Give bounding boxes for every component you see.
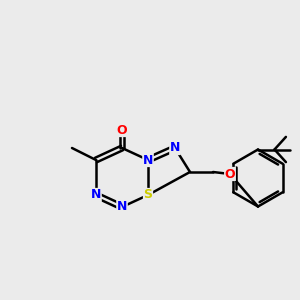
Text: N: N xyxy=(117,200,127,214)
Text: N: N xyxy=(91,188,101,202)
Text: N: N xyxy=(170,142,180,154)
Text: O: O xyxy=(117,124,127,136)
Text: S: S xyxy=(143,188,152,202)
Text: N: N xyxy=(143,154,153,166)
Text: O: O xyxy=(225,167,235,181)
